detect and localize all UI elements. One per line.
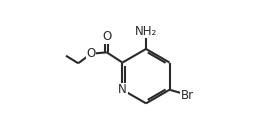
- Text: O: O: [86, 47, 96, 60]
- Text: O: O: [102, 30, 111, 43]
- Text: Br: Br: [181, 89, 194, 102]
- Text: N: N: [118, 83, 127, 96]
- Text: NH₂: NH₂: [135, 25, 157, 38]
